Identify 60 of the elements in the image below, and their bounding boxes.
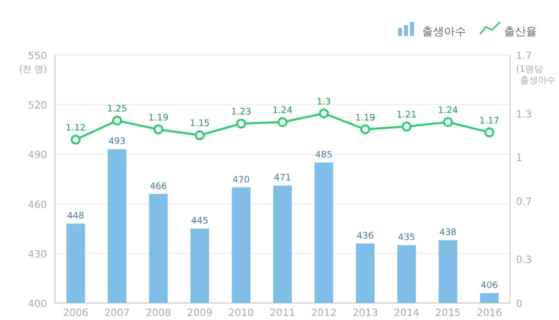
y-axis-title: (천 명) — [19, 65, 47, 75]
data-label: 448 — [67, 212, 85, 222]
y2-tick-label: 1 — [516, 153, 522, 164]
y2-axis-title: (1명당 출생아수 — [516, 65, 556, 86]
point — [442, 117, 453, 128]
x-tick-label: 2008 — [146, 308, 172, 319]
data-label: 1.15 — [190, 119, 210, 130]
y-tick-label: 490 — [28, 150, 47, 162]
point — [194, 130, 205, 140]
data-label: 1.17 — [479, 116, 500, 126]
point — [153, 124, 164, 134]
data-label: 1.24 — [438, 106, 458, 116]
data-label: 1.3 — [316, 97, 332, 108]
legend-label: 출생아수 — [422, 25, 466, 38]
data-label: 1.19 — [148, 113, 169, 124]
y-tick-label: 550 — [28, 51, 47, 62]
data-label: 435 — [398, 233, 416, 244]
legend-label: 출산율 — [504, 25, 537, 38]
data-label: 470 — [232, 175, 250, 186]
point — [236, 118, 246, 129]
point — [318, 108, 329, 118]
x-tick-label: 2015 — [435, 308, 461, 319]
y2-tick-label: 1.3 — [516, 109, 532, 120]
y-tick-label: 430 — [28, 249, 47, 260]
data-label: 1.24 — [272, 106, 293, 116]
y2-tick-label: 0.3 — [516, 255, 532, 266]
x-tick-label: 2012 — [311, 308, 337, 319]
x-tick-label: 2011 — [270, 308, 296, 319]
point — [112, 116, 122, 126]
y-tick-label: 400 — [28, 299, 47, 310]
x-tick-label: 2007 — [104, 308, 130, 319]
x-tick-label: 2014 — [394, 308, 420, 319]
y-tick-label: 520 — [28, 100, 47, 112]
x-tick-label: 2016 — [476, 308, 502, 319]
data-label: 493 — [108, 137, 126, 148]
point — [278, 117, 288, 128]
point — [70, 134, 81, 145]
data-label: 1.23 — [231, 108, 252, 118]
data-label: 406 — [480, 281, 498, 292]
data-label: 471 — [274, 174, 292, 184]
data-label: 1.19 — [355, 113, 376, 124]
y2-tick-label: 0 — [516, 299, 522, 310]
point — [402, 121, 412, 132]
data-label: 1.21 — [396, 110, 417, 120]
data-label: 466 — [150, 182, 168, 192]
data-label: 485 — [315, 150, 332, 160]
x-tick-label: 2006 — [62, 308, 88, 319]
point — [360, 124, 370, 134]
x-tick-label: 2013 — [352, 308, 378, 319]
x-tick-label: 2009 — [187, 308, 212, 319]
point — [484, 127, 494, 138]
y2-tick-label: 1.7 — [516, 51, 532, 62]
data-label: 445 — [191, 216, 208, 227]
x-tick-label: 2010 — [228, 308, 254, 319]
data-label: 1.25 — [107, 104, 128, 115]
y-tick-label: 460 — [28, 200, 47, 211]
data-label: 436 — [356, 231, 374, 242]
data-label: 1.12 — [66, 124, 86, 134]
y2-tick-label: 0.7 — [516, 196, 532, 208]
data-label: 438 — [439, 228, 457, 238]
